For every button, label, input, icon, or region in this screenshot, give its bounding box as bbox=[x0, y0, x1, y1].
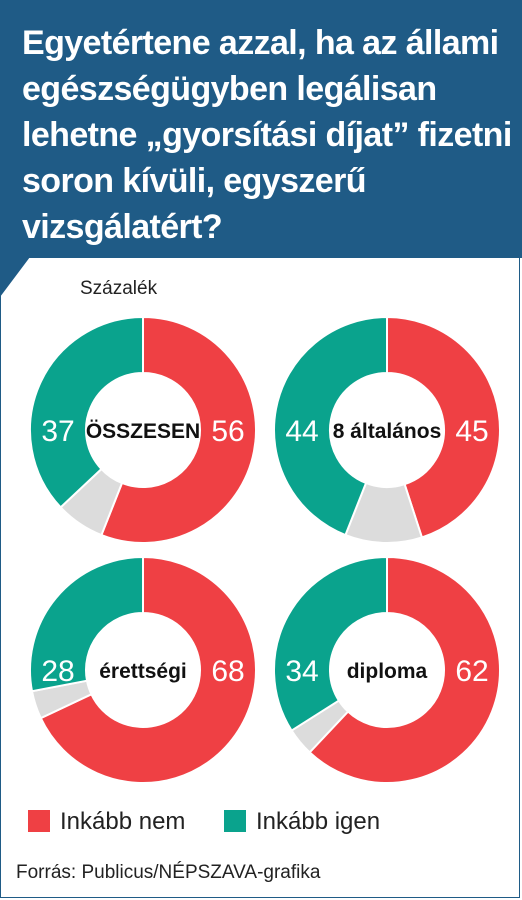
legend-label-yes: Inkább igen bbox=[256, 808, 381, 835]
title-banner: Egyetértene azzal, ha az állami egészség… bbox=[0, 0, 522, 258]
slice-no bbox=[386, 315, 501, 539]
data-label-yes: 44 bbox=[285, 415, 318, 448]
slice-yes bbox=[29, 315, 144, 509]
chart-title: Egyetértene azzal, ha az állami egészség… bbox=[22, 24, 512, 246]
donut-center-label: diploma bbox=[347, 660, 428, 683]
data-label-no: 45 bbox=[455, 415, 488, 448]
legend-swatch-no bbox=[28, 810, 50, 832]
donut-center-label: érettségi bbox=[99, 660, 187, 683]
slice-no bbox=[308, 555, 501, 784]
data-label-yes: 37 bbox=[41, 415, 74, 448]
banner-tail bbox=[0, 257, 30, 297]
slice-yes bbox=[273, 555, 388, 732]
data-label-yes: 34 bbox=[285, 655, 318, 688]
legend-swatch-yes bbox=[224, 810, 246, 832]
slice-yes bbox=[273, 315, 388, 537]
donut-charts: 56 37 ÖSSZESEN 45 44 8 általános 68 28 érettségi… bbox=[29, 315, 501, 784]
data-label-no: 56 bbox=[211, 415, 244, 448]
data-label-yes: 28 bbox=[41, 655, 74, 688]
donut-center-label: ÖSSZESEN bbox=[86, 420, 200, 443]
legend-item-no: Inkább nem bbox=[28, 808, 185, 836]
data-label-no: 68 bbox=[211, 655, 244, 688]
slice-yes bbox=[29, 555, 144, 693]
slice-no bbox=[100, 315, 257, 544]
legend-label-no: Inkább nem bbox=[60, 808, 186, 835]
legend-item-yes: Inkább igen bbox=[224, 808, 380, 836]
slice-no bbox=[39, 555, 257, 784]
donut-center-label: 8 általános bbox=[333, 420, 442, 443]
data-label-no: 62 bbox=[455, 655, 488, 688]
source-note: Forrás: Publicus/NÉPSZAVA-grafika bbox=[16, 862, 321, 883]
unit-label: Százalék bbox=[80, 278, 158, 299]
